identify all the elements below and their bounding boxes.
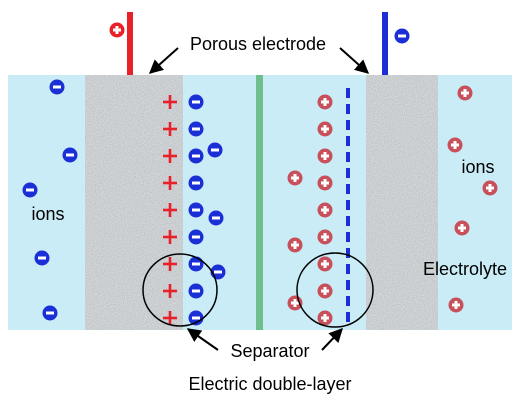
- anion-sign: [398, 35, 406, 38]
- anion-sign: [192, 263, 200, 266]
- anion-sign: [46, 312, 54, 315]
- cation-sign: [324, 179, 327, 187]
- cation-sign: [461, 224, 464, 232]
- surface-charge: [169, 149, 172, 163]
- anion-sign: [192, 317, 200, 320]
- surface-charge: [169, 230, 172, 244]
- arrow: [322, 329, 342, 350]
- cation-sign: [294, 241, 297, 249]
- positive-terminal: [127, 12, 133, 75]
- anion-sign: [26, 189, 34, 192]
- negative-terminal: [382, 12, 388, 75]
- arrow: [188, 329, 218, 350]
- separator-membrane: [256, 75, 263, 330]
- cation-sign: [324, 260, 327, 268]
- ions-label: ions: [31, 204, 64, 224]
- anion-sign: [192, 128, 200, 131]
- cation-sign: [324, 152, 327, 160]
- anion-sign: [38, 257, 46, 260]
- arrow: [340, 48, 368, 73]
- arrow: [150, 48, 178, 73]
- anion-sign: [192, 182, 200, 185]
- anion-sign: [214, 271, 222, 274]
- anion-sign: [192, 236, 200, 239]
- right-electrode: [366, 75, 438, 330]
- anion-sign: [192, 155, 200, 158]
- cation-sign: [324, 287, 327, 295]
- cation-sign: [324, 233, 327, 241]
- surface-charge: [169, 257, 172, 271]
- cation-sign: [294, 174, 297, 182]
- cation-sign: [324, 98, 327, 106]
- ions-label: ions: [461, 157, 494, 177]
- surface-charge: [169, 176, 172, 190]
- cation-sign: [489, 184, 492, 192]
- surface-charge: [169, 122, 172, 136]
- cation-sign: [324, 314, 327, 322]
- anion-sign: [53, 86, 61, 89]
- electrolyte-label: Electrolyte: [423, 259, 507, 279]
- surface-charge: [169, 284, 172, 298]
- anion-sign: [66, 154, 74, 157]
- cation-sign: [455, 301, 458, 309]
- surface-charge: [169, 95, 172, 109]
- cation-sign: [294, 299, 297, 307]
- diagram: Porous electrode ions ions Electrolyte S…: [0, 0, 520, 397]
- cation-sign: [454, 141, 457, 149]
- cation-sign: [324, 125, 327, 133]
- electrode-label: Porous electrode: [190, 34, 326, 54]
- anion-sign: [211, 149, 219, 152]
- anion-sign: [192, 290, 200, 293]
- cation-sign: [116, 26, 119, 34]
- anion-sign: [192, 209, 200, 212]
- separator-label: Separator: [230, 341, 309, 361]
- surface-charge: [169, 203, 172, 217]
- cation-sign: [324, 206, 327, 214]
- surface-charge: [169, 311, 172, 325]
- double-layer-label: Electric double-layer: [188, 374, 351, 394]
- cation-sign: [464, 89, 467, 97]
- anion-sign: [192, 101, 200, 104]
- anion-sign: [212, 217, 220, 220]
